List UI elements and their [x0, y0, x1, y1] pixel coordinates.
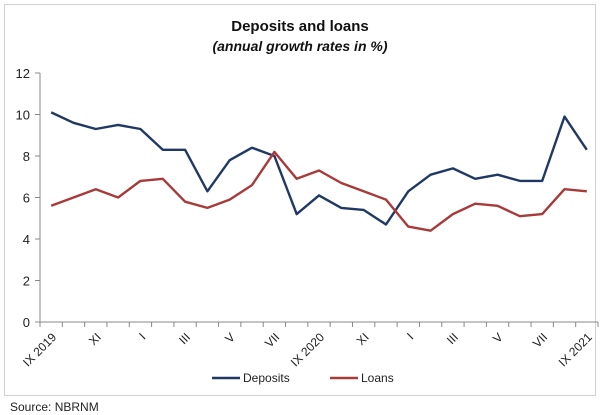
x-tick-label: VII — [262, 330, 282, 350]
chart-title: Deposits and loans — [231, 18, 369, 35]
x-tick-label: VII — [530, 330, 550, 350]
x-tick-label: IX 2020 — [288, 330, 327, 369]
x-tick-label: I — [136, 330, 148, 342]
x-tick-label: III — [444, 330, 461, 347]
chart-legend: Deposits Loans — [212, 371, 394, 385]
y-tick-label: 2 — [23, 274, 30, 289]
chart-subtitle: (annual growth rates in %) — [212, 38, 388, 54]
chart-series — [50, 111, 588, 232]
x-tick-label: I — [404, 330, 416, 342]
x-tick-label: IX 2019 — [20, 330, 59, 369]
source-note: Source: NBRNM — [10, 400, 99, 414]
legend-label-loans: Loans — [361, 371, 394, 385]
x-tick-label: IX 2021 — [556, 330, 595, 369]
y-tick-label: 6 — [23, 191, 30, 206]
series-line-deposits — [50, 111, 588, 226]
x-tick-label: III — [176, 330, 193, 347]
series-line-loans — [50, 150, 587, 232]
x-tick-label: V — [490, 330, 506, 346]
chart-frame — [4, 4, 596, 396]
y-tick-label: 4 — [23, 232, 30, 247]
legend-label-deposits: Deposits — [243, 371, 290, 385]
y-tick-label: 10 — [16, 108, 30, 123]
y-tick-label: 8 — [23, 149, 30, 164]
x-tick-label: XI — [354, 330, 372, 348]
x-tick-label: XI — [86, 330, 104, 348]
y-tick-label: 12 — [16, 66, 30, 81]
y-tick-label: 0 — [23, 315, 30, 330]
x-tick-label: V — [222, 330, 238, 346]
